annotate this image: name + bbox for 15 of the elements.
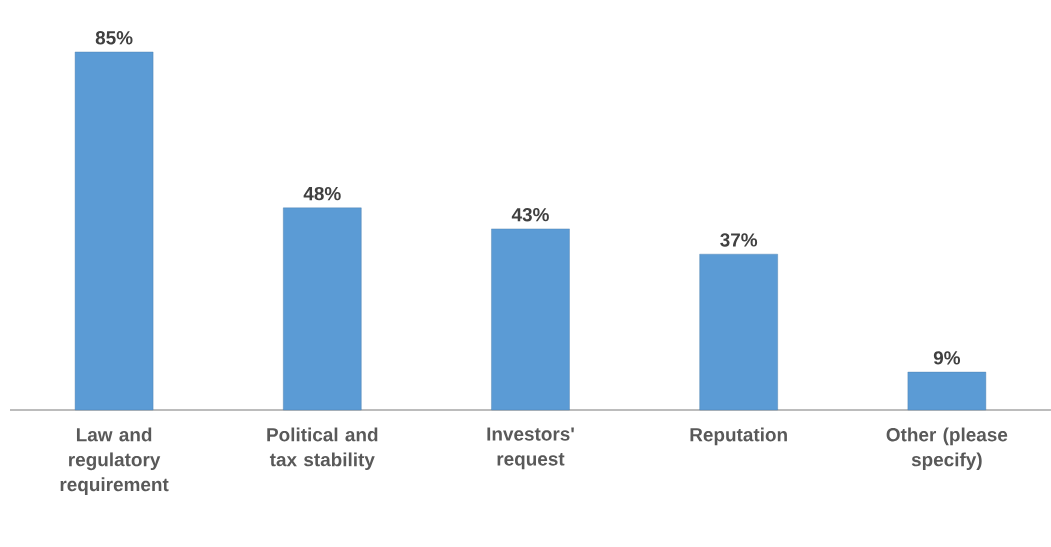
x-tick-label: Law and regulatory requirement [60, 427, 169, 495]
data-label: 9% [933, 351, 961, 365]
data-label: 48% [303, 186, 341, 201]
bar [699, 253, 778, 411]
bar [74, 51, 154, 411]
x-tick-label: Other (please specify) [886, 427, 1008, 471]
data-label: 37% [720, 233, 758, 247]
data-label: 85% [95, 31, 133, 45]
x-tick-label: Investors' request [487, 427, 574, 470]
x-tick-label: Reputation [690, 427, 787, 446]
bar [491, 228, 570, 411]
x-tick-label: Political and tax stability [267, 427, 378, 471]
bar [283, 207, 362, 411]
bar [907, 371, 987, 411]
data-label: 43% [511, 207, 549, 222]
